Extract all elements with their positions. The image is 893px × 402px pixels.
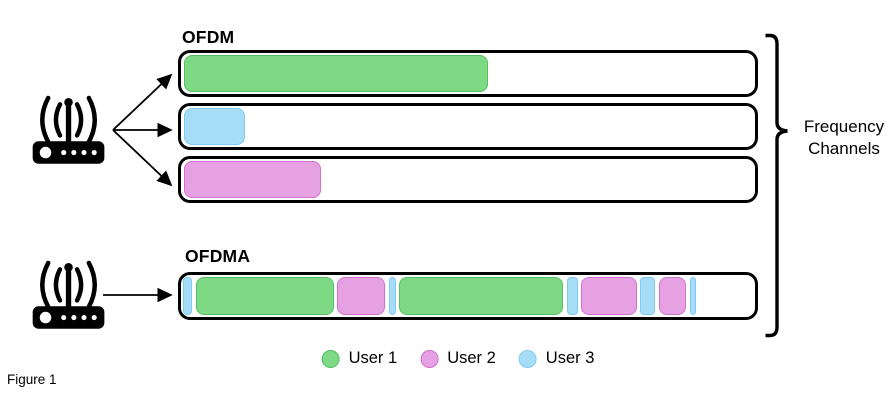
legend-item-user3: User 3 bbox=[518, 349, 595, 368]
legend-dot-user3 bbox=[518, 349, 537, 368]
router-icon-bottom bbox=[33, 263, 105, 329]
figure-caption: Figure 1 bbox=[7, 372, 57, 387]
frequency-channels-label-line2: Channels bbox=[808, 139, 880, 159]
ofdma-segment-7-user2 bbox=[581, 277, 638, 315]
ofdma-segment-5-user1 bbox=[399, 277, 564, 315]
ofdm-channel-2 bbox=[178, 103, 758, 150]
ofdma-segment-2-user1 bbox=[195, 277, 334, 315]
ofdm-section-label: OFDM bbox=[182, 27, 235, 47]
router-icon-top bbox=[33, 98, 105, 164]
legend: User 1 User 2 User 3 bbox=[321, 349, 595, 368]
ofdm-allocation-user2 bbox=[184, 161, 322, 198]
ofdma-section-label: OFDMA bbox=[185, 246, 251, 266]
legend-item-user2: User 2 bbox=[420, 349, 496, 368]
ofdma-segment-6-user3 bbox=[566, 277, 578, 315]
ofdma-segment-4-user3 bbox=[388, 277, 396, 315]
arrow-router-to-channel-1 bbox=[112, 73, 173, 131]
ofdm-channel-3 bbox=[178, 156, 758, 203]
frequency-channels-label-line1: Frequency bbox=[803, 117, 885, 136]
frequency-channels-label: Frequency Channels bbox=[795, 116, 893, 160]
ofdma-segment-9-user2 bbox=[658, 277, 687, 315]
ofdm-allocation-user3 bbox=[184, 108, 246, 145]
ofdma-segment-3-user2 bbox=[337, 277, 386, 315]
legend-dot-user2 bbox=[420, 349, 439, 368]
ofdma-segments-layer bbox=[181, 275, 755, 317]
ofdma-channel bbox=[178, 272, 758, 320]
legend-label-user1: User 1 bbox=[348, 349, 398, 367]
arrow-router-to-channel-3 bbox=[112, 129, 173, 187]
ofdma-segment-8-user3 bbox=[640, 277, 655, 315]
ofdm-channel-1 bbox=[178, 50, 758, 97]
legend-dot-user1 bbox=[321, 349, 340, 368]
ofdma-segment-10-user3 bbox=[689, 277, 697, 315]
legend-label-user3: User 3 bbox=[545, 349, 595, 367]
ofdma-segment-1-user3 bbox=[182, 277, 192, 315]
legend-item-user1: User 1 bbox=[321, 349, 398, 368]
legend-label-user2: User 2 bbox=[447, 349, 496, 367]
ofdm-allocation-user1 bbox=[184, 55, 489, 92]
frequency-channels-brace bbox=[765, 33, 788, 338]
